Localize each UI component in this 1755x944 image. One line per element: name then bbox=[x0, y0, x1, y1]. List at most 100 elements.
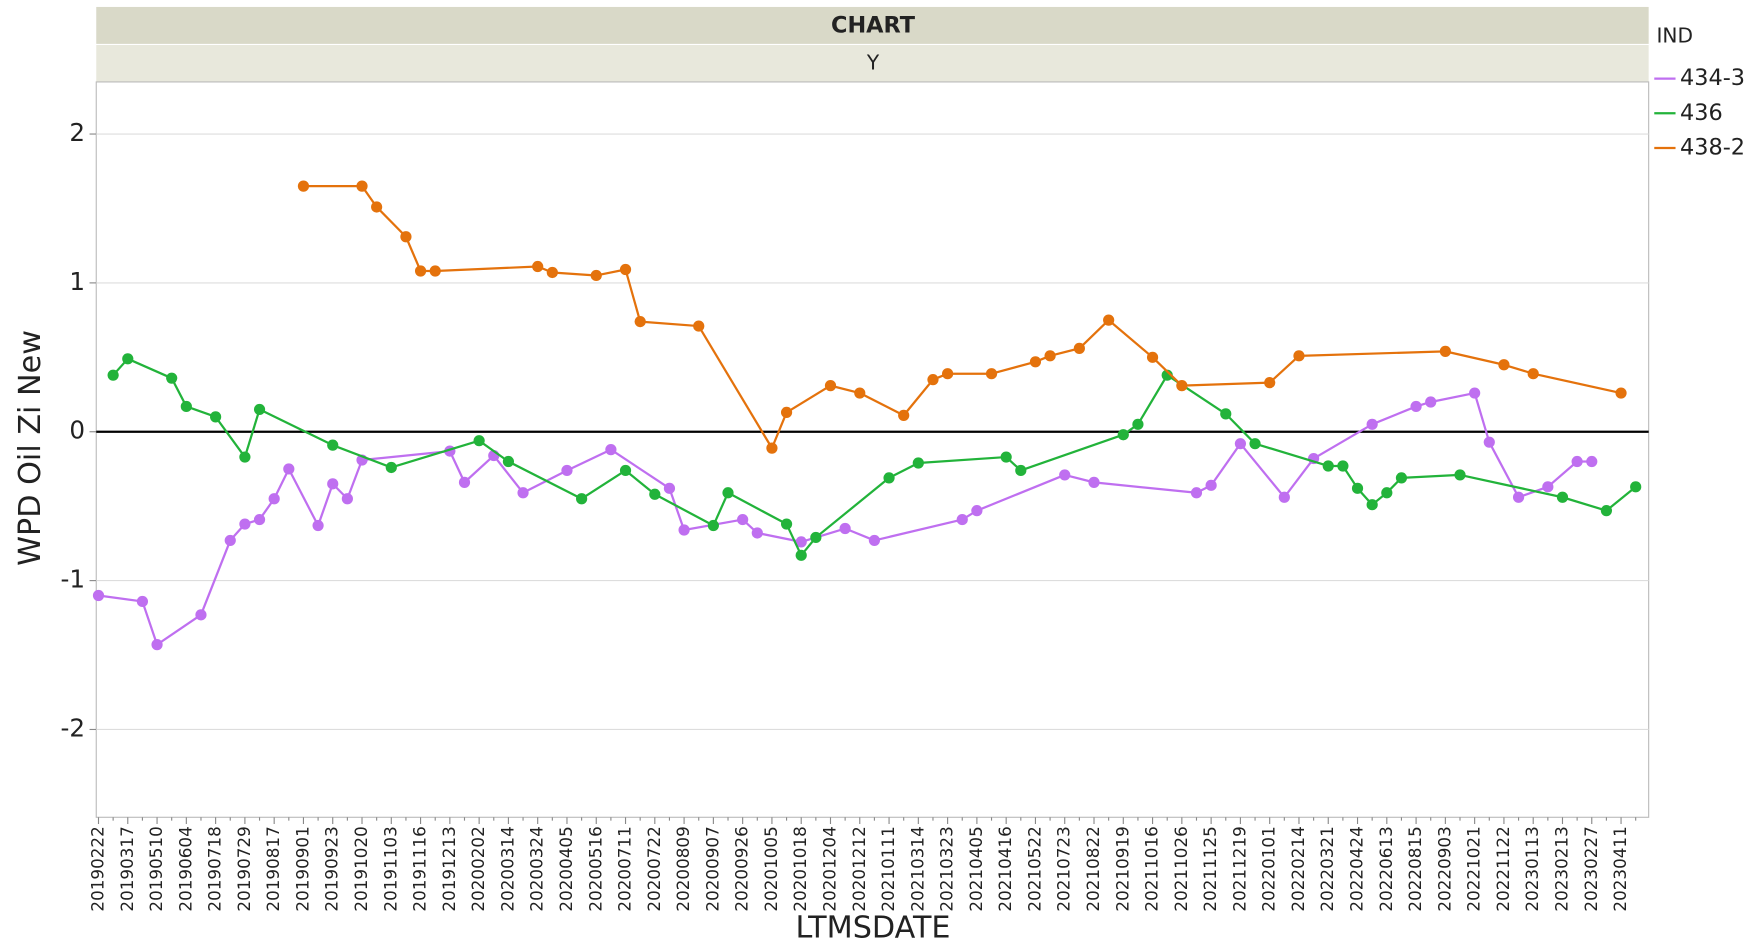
point bbox=[693, 320, 705, 332]
line-segment bbox=[1224, 413, 1256, 445]
point bbox=[766, 442, 778, 454]
x-tick-label: 20221122 bbox=[1493, 826, 1513, 911]
line-segment bbox=[727, 491, 788, 526]
x-tick-label: 20190317 bbox=[117, 826, 137, 911]
line-segment bbox=[141, 601, 159, 645]
point bbox=[136, 595, 149, 608]
x-tick-label: 20200516 bbox=[585, 826, 605, 911]
point bbox=[795, 536, 807, 548]
point bbox=[1483, 436, 1495, 448]
line-segment bbox=[918, 455, 1007, 465]
line-segment bbox=[127, 357, 173, 380]
x-tick-label: 20200926 bbox=[732, 826, 752, 911]
point bbox=[1234, 438, 1247, 450]
point bbox=[854, 387, 866, 399]
x-tick-label: 20190729 bbox=[234, 826, 254, 911]
point bbox=[824, 380, 837, 392]
x-tick-label: 20190718 bbox=[205, 826, 225, 911]
line-segment bbox=[375, 206, 407, 238]
x-tick-label: 20210405 bbox=[966, 826, 986, 911]
point bbox=[297, 180, 310, 192]
point bbox=[473, 435, 485, 447]
point bbox=[1293, 350, 1305, 362]
x-tick-label: 20191116 bbox=[410, 826, 430, 911]
point bbox=[678, 524, 690, 536]
plot-frame bbox=[95, 81, 1650, 818]
legend-label: 434-3 bbox=[1680, 65, 1745, 91]
point bbox=[224, 534, 236, 547]
point bbox=[810, 531, 822, 544]
point bbox=[985, 368, 998, 380]
x-tick-label: 20200711 bbox=[615, 826, 635, 911]
point bbox=[898, 409, 910, 421]
point bbox=[283, 463, 295, 475]
x-tick-label: 20201005 bbox=[761, 826, 781, 911]
point bbox=[239, 451, 251, 463]
point bbox=[92, 589, 105, 602]
legend-title: IND bbox=[1657, 24, 1694, 48]
line-segment bbox=[507, 460, 583, 500]
line-segment bbox=[1078, 319, 1110, 350]
x-tick-label: 20200405 bbox=[556, 826, 576, 911]
line-segment bbox=[859, 392, 905, 417]
x-tick-label: 20200907 bbox=[702, 826, 722, 911]
x-tick-label: 20220613 bbox=[1376, 826, 1396, 911]
point bbox=[1498, 359, 1510, 371]
line-segment bbox=[390, 439, 480, 469]
point bbox=[1000, 451, 1012, 463]
line-segment bbox=[785, 523, 803, 556]
line-segment bbox=[259, 408, 334, 447]
line-segment bbox=[448, 450, 466, 483]
point bbox=[1395, 472, 1408, 484]
point bbox=[546, 266, 558, 279]
point bbox=[1161, 369, 1173, 381]
x-tick-label: 20200324 bbox=[527, 826, 547, 911]
point bbox=[590, 269, 602, 282]
line-segment bbox=[1298, 350, 1446, 357]
point bbox=[122, 353, 134, 365]
x-tick-label: 20230227 bbox=[1581, 826, 1601, 911]
point bbox=[210, 411, 222, 423]
line-segment bbox=[902, 378, 934, 417]
point bbox=[737, 513, 749, 526]
line-segment bbox=[317, 483, 334, 526]
point bbox=[1615, 387, 1627, 399]
point bbox=[414, 265, 427, 277]
point bbox=[1381, 487, 1393, 499]
x-tick-label: 20191213 bbox=[439, 826, 459, 911]
x-tick-label: 20200314 bbox=[497, 826, 517, 911]
point bbox=[1205, 479, 1217, 491]
x-tick-label: 20190901 bbox=[292, 826, 312, 911]
point bbox=[385, 461, 397, 474]
line-segment bbox=[624, 469, 656, 496]
line-segment bbox=[1151, 356, 1183, 387]
line-segment bbox=[1283, 457, 1315, 498]
line-segment bbox=[243, 409, 261, 458]
line-segment bbox=[1239, 442, 1286, 498]
x-tick-label: 20201018 bbox=[790, 826, 810, 911]
point bbox=[1015, 464, 1027, 477]
x-tick-label: 20220903 bbox=[1434, 826, 1454, 911]
point bbox=[253, 403, 266, 416]
point bbox=[1103, 314, 1115, 326]
point bbox=[400, 231, 412, 243]
y-tick-label: 2 bbox=[69, 118, 85, 147]
point bbox=[1044, 350, 1056, 362]
point bbox=[1073, 342, 1085, 354]
line-segment bbox=[991, 360, 1036, 375]
point bbox=[1571, 455, 1583, 468]
line-segment bbox=[1547, 460, 1578, 488]
y-tick-label: -2 bbox=[61, 713, 86, 742]
point bbox=[1469, 387, 1481, 399]
line-segment bbox=[610, 448, 671, 490]
line-segment bbox=[1605, 485, 1637, 512]
x-tick-label: 20190923 bbox=[322, 826, 342, 911]
x-tick-label: 20220214 bbox=[1288, 826, 1308, 911]
point bbox=[1220, 408, 1232, 420]
x-tick-label: 20191020 bbox=[351, 826, 371, 911]
line-segment bbox=[1181, 381, 1270, 387]
line-segment bbox=[98, 594, 143, 603]
x-tick-label: 20230411 bbox=[1610, 826, 1630, 911]
line-segment bbox=[361, 449, 450, 462]
